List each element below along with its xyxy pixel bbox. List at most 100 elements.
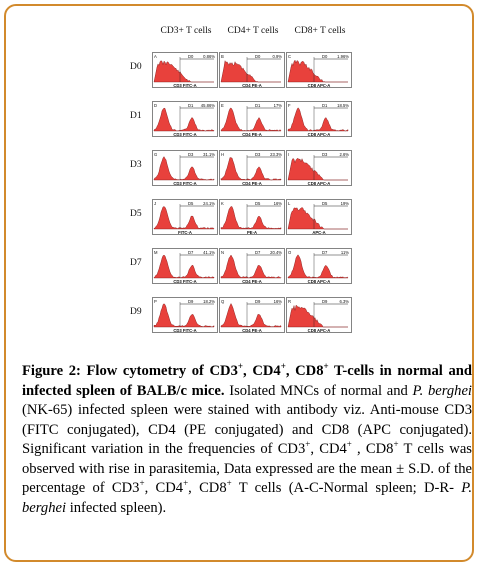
panel-axis-label: CD3 FITC-A — [173, 328, 196, 333]
panel-day: D0 — [188, 54, 194, 59]
histogram-svg: J D5 24.1% FITC-A — [152, 199, 218, 235]
panel-day: D0 — [255, 54, 261, 59]
panel-percentage: 0.86% — [203, 54, 215, 59]
histogram-area — [287, 254, 349, 279]
panel-axis-label: CD4 PE-A — [242, 279, 262, 284]
panel-axis-label: APC-A — [312, 230, 325, 235]
histogram-area — [220, 107, 282, 132]
histogram-svg: A D0 0.86% CD3 FITC-A — [152, 52, 218, 88]
row-label-d0: D0 — [130, 62, 142, 72]
histogram-panel: E D1 17% CD4 PE-A — [219, 101, 285, 137]
histogram-area — [220, 60, 281, 83]
panel-letter: N — [221, 250, 224, 255]
histogram-panel: R D9 6.3% CD8 APC-A — [286, 297, 352, 333]
panel-day: D1 — [188, 103, 194, 108]
panel-letter: B — [221, 54, 224, 59]
histogram-panel: F D1 18.5% CD8 APC-A — [286, 101, 352, 137]
panel-day: D1 — [322, 103, 328, 108]
histogram-panel: Q D9 16% CD4 PE-A — [219, 297, 285, 333]
histogram-panel: A D0 0.86% CD3 FITC-A — [152, 52, 218, 88]
histogram-panel: B D0 0.9% CD4 PE-A — [219, 52, 285, 88]
histogram-svg: P D9 18.2% CD3 FITC-A — [152, 297, 218, 333]
panel-percentage: 45.86% — [201, 103, 215, 108]
panel-axis-label: CD4 PE-A — [242, 83, 262, 88]
histogram-panel: L D5 19% APC-A — [286, 199, 352, 235]
column-header-cd4: CD4+ T cells — [227, 26, 279, 36]
histogram-area — [153, 206, 215, 230]
histogram-svg: C D0 1.96% CD8 APC-A — [286, 52, 352, 88]
histogram-svg: E D1 17% CD4 PE-A — [219, 101, 285, 137]
panel-letter: I — [288, 152, 289, 157]
panel-letter: P — [154, 299, 157, 304]
histogram-panel: M D7 41.1% CD3 FITC-A — [152, 248, 218, 284]
panel-percentage: 24.1% — [203, 201, 215, 206]
histogram-panel: N D7 20.4% CD4 PE-A — [219, 248, 285, 284]
panel-day: D1 — [255, 103, 261, 108]
panel-percentage: 23.3% — [270, 152, 282, 157]
histogram-panel: D D1 45.86% CD3 FITC-A — [152, 101, 218, 137]
panel-day: D9 — [255, 299, 261, 304]
panel-letter: G — [154, 152, 157, 157]
panel-day: D9 — [188, 299, 194, 304]
panel-day: D7 — [255, 250, 261, 255]
panel-letter: O — [288, 250, 292, 255]
row-label-d7: D7 — [130, 258, 142, 268]
column-header-cd8: CD8+ T cells — [294, 26, 346, 36]
panel-day: D5 — [255, 201, 261, 206]
panel-axis-label: FITC-A — [178, 230, 192, 235]
panel-day: D3 — [255, 152, 261, 157]
histogram-area — [287, 305, 348, 328]
panel-letter: R — [288, 299, 291, 304]
panel-percentage: 16% — [274, 299, 283, 304]
histogram-area — [220, 206, 282, 230]
panel-letter: M — [154, 250, 158, 255]
histogram-area — [153, 107, 215, 132]
panel-axis-label: CD8 APC-A — [308, 132, 331, 137]
panel-percentage: 31.1% — [203, 152, 215, 157]
histogram-svg: R D9 6.3% CD8 APC-A — [286, 297, 352, 333]
histogram-svg: I D3 2.6% CD8 APC-A — [286, 150, 352, 186]
panel-percentage: 0.9% — [272, 54, 282, 59]
panel-percentage: 41.1% — [203, 250, 215, 255]
histogram-area — [153, 254, 215, 279]
panel-letter: A — [154, 54, 157, 59]
panel-percentage: 2.6% — [339, 152, 349, 157]
histogram-svg: D D1 45.86% CD3 FITC-A — [152, 101, 218, 137]
panel-percentage: 17% — [274, 103, 283, 108]
histogram-area — [220, 254, 282, 279]
panel-axis-label: CD3 FITC-A — [173, 132, 196, 137]
histogram-area — [220, 157, 282, 181]
histogram-area — [287, 158, 348, 181]
histogram-panel: K D5 16% PE-A — [219, 199, 285, 235]
histogram-panel: J D5 24.1% FITC-A — [152, 199, 218, 235]
panel-day: D9 — [322, 299, 328, 304]
histogram-svg: Q D9 16% CD4 PE-A — [219, 297, 285, 333]
panel-axis-label: PE-A — [247, 230, 257, 235]
panel-day: D3 — [322, 152, 328, 157]
panel-letter: D — [154, 103, 157, 108]
panel-axis-label: CD4 PE-A — [242, 328, 262, 333]
histogram-area — [287, 59, 348, 83]
panel-day: D5 — [322, 201, 328, 206]
histogram-svg: G D3 31.1% CD3 FITC-A — [152, 150, 218, 186]
panel-percentage: 1.96% — [337, 54, 349, 59]
histogram-panel: O D7 11% CD8 APC-A — [286, 248, 352, 284]
panel-day: D3 — [188, 152, 194, 157]
panel-axis-label: CD3 FITC-A — [173, 279, 196, 284]
histogram-svg: F D1 18.5% CD8 APC-A — [286, 101, 352, 137]
panel-day: D7 — [322, 250, 328, 255]
row-label-d5: D5 — [130, 209, 142, 219]
flow-cytometry-figure: CD3+ T cells CD4+ T cells CD8+ T cells D… — [130, 26, 352, 346]
histogram-svg: B D0 0.9% CD4 PE-A — [219, 52, 285, 88]
panel-axis-label: CD4 PE-A — [242, 181, 262, 186]
histogram-svg: H D3 23.3% CD4 PE-A — [219, 150, 285, 186]
histogram-panel: I D3 2.6% CD8 APC-A — [286, 150, 352, 186]
panel-day: D7 — [188, 250, 194, 255]
histogram-area — [153, 60, 214, 83]
panel-percentage: 16% — [274, 201, 283, 206]
panel-letter: E — [221, 103, 224, 108]
histogram-area — [287, 207, 348, 230]
panel-axis-label: CD4 PE-A — [242, 132, 262, 137]
histogram-panel: H D3 23.3% CD4 PE-A — [219, 150, 285, 186]
species-name: P. berghei — [412, 382, 472, 399]
